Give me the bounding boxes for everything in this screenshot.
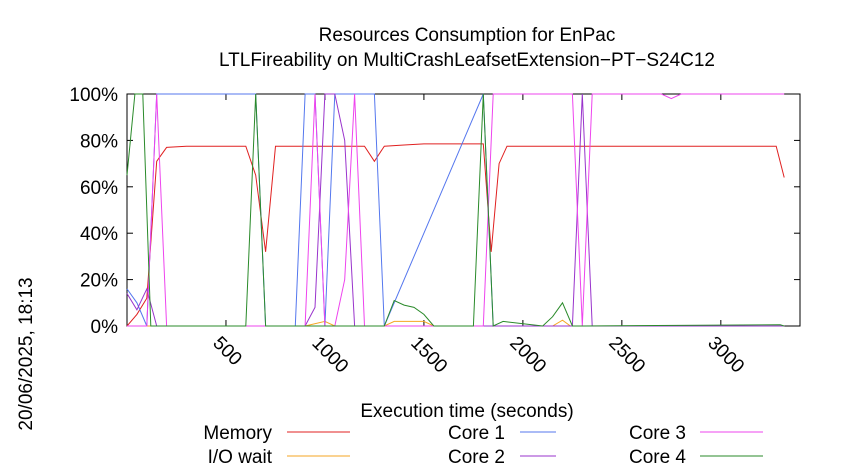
legend-item-memory: Memory [203,423,350,444]
series-line-core-1 [126,93,785,327]
x-axis: 500 1000 1500 2000 2500 3000 [208,94,748,377]
plot-border [126,93,801,327]
x-tick-label: 1000 [307,333,352,378]
legend-label: Core 1 [448,423,505,444]
x-tick-label: 2500 [604,333,649,378]
legend-label: Core 4 [629,447,686,468]
legend-label: Core 3 [629,423,686,444]
x-tick-label: 500 [208,333,245,370]
x-tick-label: 1500 [406,333,451,378]
series-lines [126,93,785,327]
legend-item-core-1: Core 1 [448,423,556,444]
legend: Memory I/O wait Core 1 Core 2 Core 3 Core 4 [203,423,763,468]
y-tick-label: 80% [80,131,118,152]
y-tick-label: 20% [80,271,118,292]
chart-title: Resources Consumption for EnPac [319,25,616,46]
y-tick-label: 0% [91,317,119,338]
legend-label: I/O wait [208,447,273,468]
legend-item-core-3: Core 3 [629,423,763,444]
y-tick-label: 100% [69,85,118,106]
chart-subtitle: LTLFireability on MultiCrashLeafsetExten… [219,50,715,71]
x-axis-label: Execution time (seconds) [360,401,573,422]
timestamp: 20/06/2025, 18:13 [16,277,37,430]
legend-label: Core 2 [448,447,505,468]
series-line-i-o-wait [127,319,785,327]
y-axis: 0% 20% 40% 60% 80% 100% [69,85,800,338]
y-tick-label: 60% [80,178,118,199]
y-tick-label: 40% [80,224,118,245]
legend-label: Memory [203,423,272,444]
legend-item-core-4: Core 4 [629,447,763,468]
x-tick-label: 2000 [505,333,550,378]
legend-item-i-o-wait: I/O wait [208,447,350,468]
plot-frame [126,93,801,327]
legend-item-core-2: Core 2 [448,447,556,468]
x-tick-label: 3000 [703,333,748,378]
series-line-core-4 [126,93,785,327]
series-line-core-3 [127,93,785,327]
series-line-core-2 [126,93,785,327]
series-line-memory [126,143,785,327]
